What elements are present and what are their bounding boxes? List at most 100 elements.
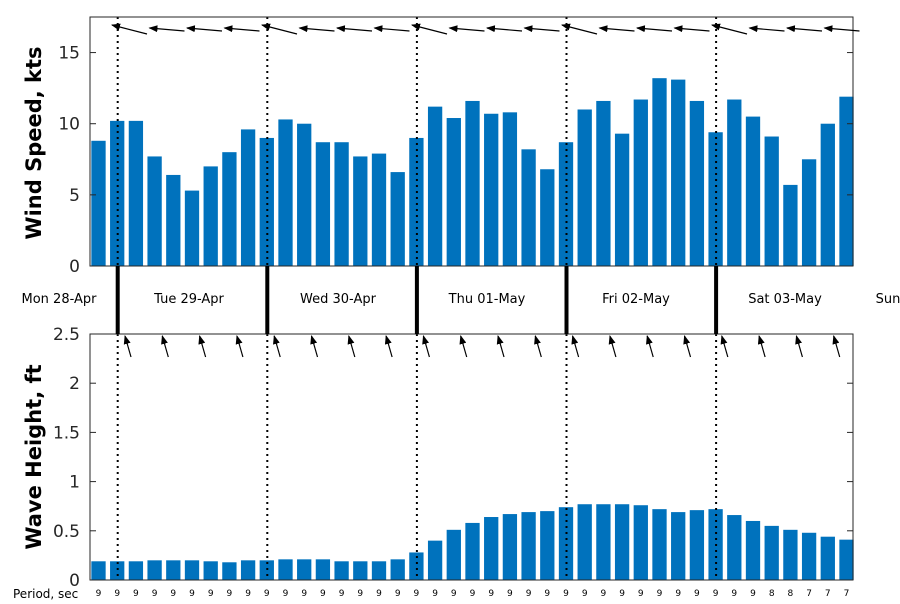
wave-height-direction-arrow-12 [571, 335, 580, 358]
period-label-21: 9 [488, 589, 494, 599]
wave-height-bar-10 [278, 559, 293, 580]
wave-height-bar-2 [128, 561, 144, 580]
wind-speed-bar-2 [128, 120, 144, 267]
wave-height-bar-5 [184, 560, 200, 580]
wind-speed-ytick-label-1: 5 [69, 186, 80, 206]
wind-speed-direction-arrow-9 [448, 25, 485, 33]
period-label-6: 9 [208, 589, 214, 599]
wind-speed-bar-22 [502, 112, 518, 266]
wind-speed-direction-arrow-3 [223, 25, 260, 33]
period-axis-title: Period, sec [13, 587, 78, 600]
period-label-34: 9 [731, 589, 737, 599]
period-label-35: 9 [750, 589, 756, 599]
wind-speed-bar-0 [91, 140, 106, 266]
wind-speed-direction-arrow-4 [261, 23, 298, 35]
wind-speed-bar-33 [708, 132, 723, 266]
wave-height-bar-24 [540, 511, 555, 580]
period-label-36: 8 [769, 589, 775, 599]
period-label-28: 9 [619, 589, 625, 599]
period-label-23: 9 [526, 589, 532, 599]
wind-speed-bar-27 [596, 100, 611, 266]
wave-height-bar-22 [502, 514, 518, 580]
wave-height-direction-arrow-9 [459, 335, 468, 358]
period-label-22: 9 [507, 589, 513, 599]
wave-height-bar-38 [801, 532, 817, 580]
wind-speed-direction-arrow-1 [148, 25, 185, 33]
day-label-0: Mon 28-Apr [22, 292, 98, 307]
wave-height-bar-36 [764, 525, 779, 580]
wind-speed-axis-label: Wind Speed, kts [22, 46, 46, 239]
wind-speed-direction-arrow-8 [411, 23, 448, 35]
wind-speed-bar-10 [278, 119, 293, 266]
wind-speed-bar-32 [689, 100, 705, 266]
period-label-1: 9 [114, 589, 120, 599]
wave-height-direction-arrow-11 [534, 335, 542, 358]
period-label-12: 9 [320, 589, 326, 599]
wind-speed-bar-5 [184, 190, 200, 266]
wave-height-bar-14 [353, 561, 368, 580]
period-label-25: 9 [563, 589, 569, 599]
wave-height-bar-31 [671, 512, 686, 580]
period-label-37: 8 [788, 589, 794, 599]
wave-height-direction-arrow-5 [310, 335, 319, 358]
wind-speed-bar-30 [652, 78, 667, 267]
period-label-30: 9 [657, 589, 663, 599]
wind-speed-bar-7 [222, 152, 237, 266]
wind-speed-bar-20 [465, 100, 480, 266]
period-label-16: 9 [395, 589, 401, 599]
wind-speed-ytick-label-0: 0 [69, 257, 80, 277]
wave-height-direction-arrow-10 [496, 335, 505, 358]
wave-height-direction-arrow-19 [832, 335, 841, 358]
wind-speed-bar-36 [764, 136, 779, 266]
wave-height-direction-arrow-17 [757, 335, 766, 358]
wave-height-panel: 0 0.5 1 1.5 2 2.5 [53, 325, 854, 591]
wave-height-direction-arrow-18 [795, 335, 803, 358]
wave-height-bar-26 [577, 504, 592, 580]
wind-speed-bar-40 [839, 96, 854, 267]
wind-speed-direction-arrow-0 [111, 23, 148, 35]
wind-speed-direction-arrow-5 [298, 25, 335, 33]
wind-speed-bar-1 [110, 120, 125, 267]
wind-speed-bar-24 [540, 169, 555, 266]
wind-speed-bar-38 [801, 159, 817, 266]
period-label-27: 9 [601, 589, 607, 599]
wind-speed-bar-19 [446, 118, 461, 267]
wave-height-bar-20 [465, 522, 480, 580]
wave-height-bar-34 [727, 515, 742, 580]
wind-speed-bar-9 [259, 137, 274, 266]
wind-speed-bar-21 [484, 113, 499, 266]
wave-height-ytick-label-2: 1 [69, 473, 80, 493]
wind-speed-direction-arrow-18 [786, 25, 823, 33]
wind-speed-bar-17 [409, 137, 424, 266]
wind-speed-direction-arrow-2 [186, 25, 223, 33]
wind-speed-bar-18 [427, 106, 443, 266]
wave-height-bar-8 [240, 560, 256, 580]
wave-height-ytick-label-1: 0.5 [53, 522, 80, 542]
wind-speed-bar-11 [297, 123, 312, 267]
wave-height-direction-arrow-6 [347, 335, 356, 358]
period-label-7: 9 [227, 589, 233, 599]
wind-speed-bar-14 [353, 156, 368, 266]
wave-height-bar-15 [371, 561, 387, 580]
wave-height-axis-label: Wave Height, ft [22, 364, 46, 549]
period-label-8: 9 [245, 589, 251, 599]
wave-height-bar-37 [783, 529, 798, 580]
wave-height-bar-32 [689, 510, 705, 580]
wave-height-direction-arrow-4 [273, 335, 281, 358]
wind-speed-direction-arrow-15 [673, 25, 710, 33]
wave-height-bar-35 [745, 520, 761, 580]
wave-height-bar-9 [259, 560, 274, 580]
wave-height-bar-21 [484, 517, 499, 580]
wave-height-bar-11 [297, 559, 312, 580]
wind-speed-bar-8 [240, 129, 256, 266]
wave-height-direction-arrow-7 [384, 335, 393, 358]
wave-height-bar-13 [334, 561, 349, 580]
period-label-11: 9 [301, 589, 307, 599]
wave-height-axes-box [89, 333, 854, 581]
period-label-3: 9 [152, 589, 158, 599]
wind-speed-bar-13 [334, 142, 349, 266]
wind-speed-bar-6 [203, 166, 218, 266]
wind-speed-panel: 0 5 10 15 [58, 16, 860, 277]
day-label-1: Tue 29-Apr [153, 292, 224, 307]
